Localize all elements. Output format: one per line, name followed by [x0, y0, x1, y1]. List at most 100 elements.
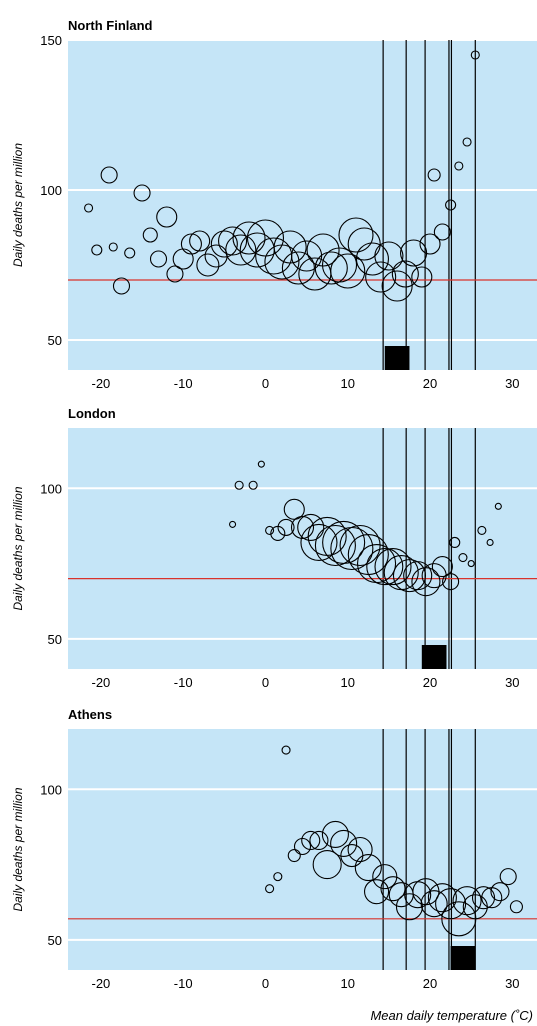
data-point [210, 230, 238, 258]
plot-area [68, 729, 537, 970]
data-point [321, 247, 358, 283]
data-point [218, 226, 248, 256]
data-point [124, 247, 136, 259]
data-point [355, 242, 389, 276]
data-point [419, 233, 441, 255]
data-point [273, 230, 307, 264]
data-point [142, 227, 158, 243]
data-point [509, 900, 523, 914]
data-point [442, 573, 460, 591]
y-axis-label: Daily deaths per million [11, 486, 25, 610]
data-point [264, 244, 300, 280]
data-point [314, 251, 348, 285]
data-point [287, 848, 301, 863]
x-tick-label: 10 [341, 675, 355, 690]
data-point [297, 513, 325, 541]
panel-title: London [68, 406, 116, 421]
y-tick-label: 100 [40, 782, 62, 797]
y-axis-label: Daily deaths per million [11, 787, 25, 911]
data-point [234, 480, 244, 490]
x-tick-label: -20 [92, 675, 111, 690]
x-tick-label: 30 [505, 976, 519, 991]
y-tick-label: 50 [48, 333, 62, 348]
data-point [354, 854, 382, 882]
data-point [477, 525, 487, 535]
data-point [347, 836, 373, 863]
x-tick-label: -10 [174, 675, 193, 690]
x-axis-label: Mean daily temperature (˚C) [370, 1008, 533, 1023]
x-tick-label: 20 [423, 376, 437, 391]
x-tick-label: 20 [423, 976, 437, 991]
data-point [374, 548, 412, 586]
y-tick-label: 50 [48, 632, 62, 647]
data-point [392, 559, 427, 593]
data-point [112, 277, 131, 295]
data-point [301, 830, 321, 851]
data-point [490, 882, 510, 902]
x-tick-label: -10 [174, 976, 193, 991]
data-point [462, 137, 472, 147]
plot-area [68, 40, 537, 370]
data-point [156, 206, 178, 228]
data-point [225, 234, 257, 266]
data-point [330, 253, 366, 289]
x-tick-label: -20 [92, 376, 111, 391]
data-point [293, 837, 312, 856]
data-point [265, 525, 275, 535]
data-point [330, 829, 358, 858]
data-point [291, 240, 323, 272]
data-point [290, 515, 315, 539]
data-point [322, 520, 366, 565]
y-tick-label: 100 [40, 183, 62, 198]
data-point [149, 250, 168, 268]
panel-north-finland: 50 100 150 -20 -10 0 10 20 30 North Finland Daily … [11, 18, 537, 391]
y-tick-label: 150 [40, 33, 62, 48]
panel-london: 50 100 -20 -10 0 10 20 30 London Daily deaths per… [11, 406, 537, 690]
data-point [365, 261, 397, 293]
data-point [281, 745, 291, 755]
data-point [312, 850, 342, 880]
data-point [431, 556, 453, 578]
data-point [196, 253, 220, 277]
optimum-marker [450, 946, 476, 970]
data-point [427, 168, 441, 182]
data-point [427, 883, 457, 913]
panel-title: North Finland [68, 18, 153, 33]
data-point [84, 203, 94, 213]
data-point [309, 830, 329, 851]
data-point [339, 524, 381, 567]
data-point [248, 480, 258, 490]
data-point [300, 523, 338, 562]
data-point [321, 820, 349, 848]
data-point [277, 518, 295, 536]
data-point [374, 241, 404, 271]
data-point [411, 266, 433, 288]
data-point [108, 242, 118, 252]
data-point [366, 548, 404, 586]
x-tick-label: 30 [505, 376, 519, 391]
x-tick-label: 0 [262, 376, 269, 391]
x-tick-label: 10 [341, 976, 355, 991]
data-point [180, 233, 202, 255]
data-point [381, 270, 413, 302]
data-point [100, 166, 118, 184]
x-tick-label: 30 [505, 675, 519, 690]
data-point [91, 244, 103, 256]
data-point [391, 260, 419, 288]
data-point [494, 502, 502, 510]
y-tick-label: 100 [40, 481, 62, 496]
data-point [471, 886, 496, 910]
data-point [189, 230, 211, 252]
data-point [433, 223, 451, 241]
data-point [403, 561, 433, 591]
data-point [265, 884, 275, 894]
data-point [486, 538, 494, 547]
x-tick-label: 0 [262, 675, 269, 690]
data-point [420, 890, 448, 918]
data-point [458, 552, 468, 563]
data-point [364, 879, 390, 905]
panel-athens: 50 100 -20 -10 0 10 20 30 Athens Daily deaths per… [11, 707, 537, 991]
x-tick-label: 20 [423, 675, 437, 690]
data-point [281, 251, 315, 285]
data-point [133, 184, 151, 202]
